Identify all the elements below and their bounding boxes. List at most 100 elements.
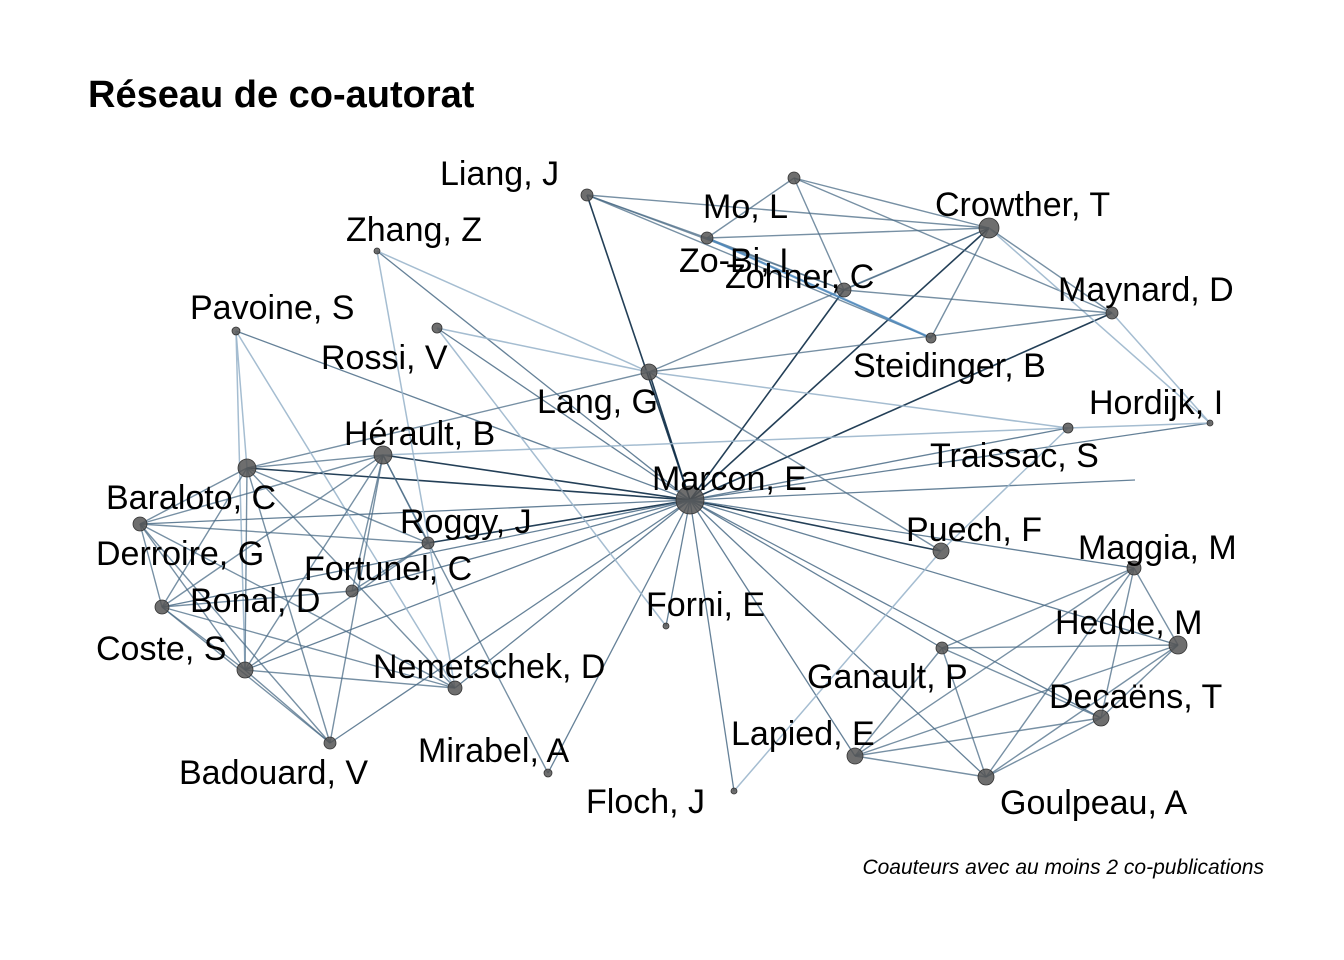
edge-zhang-lang [376,250,650,373]
node-decaens[interactable] [1092,709,1110,727]
edge-marcon-forni [665,499,691,627]
edge-puech-floch [733,550,942,792]
edge-lapied-ganault [854,647,943,757]
node-nemetschek[interactable] [447,680,463,696]
edge-lang-baraloto [246,371,650,469]
edge-marcon-lang [648,371,691,501]
edge-crowther-lang [648,227,990,373]
node-crowther[interactable] [978,217,1000,239]
edge-marcon-mirabel [547,499,691,774]
label-layer: Marcon, E Liang, J Mo, L Crowther, T Zhang, … [96,155,1237,822]
edge-traissac-hordijk [1067,422,1211,429]
node-lang[interactable] [640,363,658,381]
node-layer [132,171,1214,795]
node-label-pavoine: Pavoine, S [190,289,354,327]
node-forni[interactable] [662,622,670,630]
edge-marcon-crowther [689,227,990,501]
edge-decaens-goulpeau [985,717,1102,778]
node-label-hordijk: Hordijk, I [1089,384,1223,422]
node-label-coste: Coste, S [96,630,226,668]
node-liang[interactable] [580,188,594,202]
edge-anon1-mo [706,177,795,239]
node-roggy[interactable] [421,536,435,550]
edge-maggia-decaens [1100,567,1135,719]
node-label-lapied: Lapied, E [731,715,875,753]
node-baraloto[interactable] [237,458,257,478]
node-bonal[interactable] [154,599,170,615]
edge-lang-traissac [648,371,1069,429]
node-puech[interactable] [932,542,950,560]
node-label-roggy: Roggy, J [400,503,532,541]
edge-baraloto-derroire [139,467,248,525]
node-maggia[interactable] [1126,560,1142,576]
edge-rossi-forni [436,327,667,627]
node-maynard[interactable] [1105,306,1119,320]
edge-marcon-pavoine [235,330,691,501]
node-zhang[interactable] [373,247,381,255]
node-coste[interactable] [236,661,254,679]
node-floch[interactable] [730,787,738,795]
node-label-bonal: Bonal, D [190,582,320,620]
node-hordijk[interactable] [1206,419,1214,427]
edge-marcon-goulpeau [689,499,987,778]
edge-marcon-zohner [689,289,845,501]
edge-maggia-hedde [1133,567,1179,646]
edge-baraloto-roggy [246,467,429,544]
node-hedde[interactable] [1168,635,1188,655]
edge-herault-bonal [161,454,384,608]
node-steidinger[interactable] [925,332,937,344]
node-label-mirabel: Mirabel, A [418,732,569,770]
edge-bonal-nemetschek [161,606,456,689]
node-rossi[interactable] [431,322,443,334]
edge-decaens-ganault [941,647,1102,719]
edge-marcon-roggy [427,499,691,544]
node-label-nemetschek: Nemetschek, D [373,648,605,686]
edge-zobi-steidinger [706,236,932,340]
node-pavoine[interactable] [231,326,241,336]
edge-marcon-badouard [329,499,691,744]
node-lapied[interactable] [846,747,864,765]
node-label-traissac: Traissac, S [930,437,1099,475]
node-badouard[interactable] [323,736,337,750]
edge-marcon-liang [586,194,691,501]
chart-caption: Coauteurs avec au moins 2 co-publication… [862,856,1264,879]
node-label-rossi: Rossi, V [321,339,448,377]
edge-roggy-fortunel [351,542,429,592]
node-label-zhang: Zhang, Z [346,211,482,249]
edge-derroire-nemetschek [139,523,456,689]
edge-baraloto-nemetschek [246,467,456,689]
node-label-crowther: Crowther, T [935,186,1110,224]
edge-pavoine-coste [235,330,246,671]
node-label-ganault: Ganault, P [807,658,968,696]
edge-traissac-herault [382,427,1069,456]
edge-marcon-rossi [436,327,691,501]
edge-bonal-fortunel [161,590,353,608]
node-mo[interactable] [700,231,714,245]
node-fortunel[interactable] [345,584,359,598]
edge-hedde-ganault [941,644,1179,649]
edge-crowther-hordijk [988,227,1211,424]
edge-baraloto-bonal [161,467,248,608]
edge-zhang-nemetschek [376,250,456,689]
edge-goulpeau-ganault [941,647,987,778]
node-label-derroire: Derroire, G [96,535,264,573]
node-traissac[interactable] [1062,422,1074,434]
node-goulpeau[interactable] [977,768,995,786]
edge-marcon-lapied [689,499,856,757]
node-zohner[interactable] [836,282,852,298]
edge-herault-fortunel [351,454,384,592]
edge-baraloto-coste [244,467,248,671]
node-anon1[interactable] [787,171,801,185]
node-ganault[interactable] [935,641,949,655]
edge-marcon-hordijk [689,422,1211,501]
edge-maggia-ganault [941,567,1135,649]
node-marcon[interactable] [675,485,705,515]
node-derroire[interactable] [132,516,148,532]
node-mirabel[interactable] [543,768,553,778]
edge-marcon-anon2 [689,479,1136,501]
edge-marcon-decaens [689,499,1102,719]
edge-herault-baraloto [246,454,384,469]
edge-liang-steidinger [586,194,932,339]
node-herault[interactable] [373,445,393,465]
